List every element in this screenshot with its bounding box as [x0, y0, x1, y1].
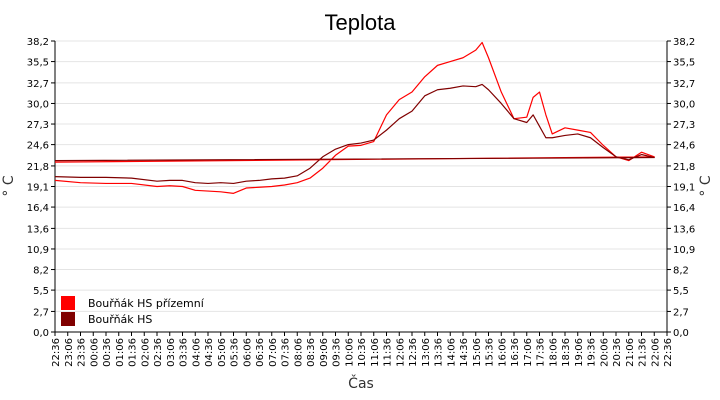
x-tick-label: 22:36 [663, 338, 674, 367]
y-axis-right: 0,0 2,7 5,5 8,2 10,9 13,6 16,4 19,1 21,8 24,6 27,3… [667, 37, 695, 339]
legend-label: Bouřňák HS [88, 313, 152, 326]
x-tick-label: 13:06 [421, 338, 432, 367]
x-tick-label: 17:06 [523, 338, 534, 367]
x-tick-label: 04:06 [191, 338, 202, 367]
y-axis-left: 0,0 2,7 5,5 8,2 10,9 13,6 16,4 19,1 21,8 24,6 27,3… [27, 37, 55, 339]
y-tick-label: 5,5 [673, 286, 689, 297]
y-axis-label-left: ° C [1, 175, 17, 196]
x-tick-label: 03:36 [179, 338, 190, 367]
y-tick-label: 13,6 [27, 224, 49, 235]
y-tick-label: 19,1 [27, 183, 49, 194]
x-tick-label: 16:06 [497, 338, 508, 367]
y-tick-label: 13,6 [673, 224, 695, 235]
plot-area [54, 40, 668, 333]
x-tick-label: 14:06 [446, 338, 457, 367]
y-tick-label: 38,2 [27, 37, 49, 48]
x-tick-label: 09:06 [319, 338, 330, 367]
y-tick-label: 21,8 [673, 162, 695, 173]
x-tick-label: 08:36 [306, 338, 317, 367]
y-tick-label: 32,7 [27, 79, 49, 90]
x-tick-label: 21:36 [638, 338, 649, 367]
x-tick-label: 07:36 [281, 338, 292, 367]
x-axis-label: Čas [348, 374, 374, 392]
x-tick-label: 01:06 [115, 338, 126, 367]
x-tick-label: 13:36 [434, 338, 445, 367]
y-tick-label: 32,7 [673, 79, 695, 90]
x-tick-label: 05:06 [217, 338, 228, 367]
x-tick-label: 06:06 [242, 338, 253, 367]
x-tick-label: 12:06 [395, 338, 406, 367]
x-tick-label: 09:36 [332, 338, 343, 367]
x-tick-label: 17:36 [536, 338, 547, 367]
x-tick-label: 00:36 [102, 338, 113, 367]
x-tick-label: 01:36 [128, 338, 139, 367]
series-line-1 [54, 41, 655, 194]
x-axis: 22:36 23:06 23:36 00:06 00:36 01:06 01:36 02:06… [51, 332, 674, 367]
x-tick-label: 02:06 [140, 338, 151, 367]
x-tick-label: 15:06 [472, 338, 483, 367]
y-tick-label: 35,5 [673, 58, 695, 69]
y-tick-label: 8,2 [673, 266, 689, 277]
legend: Bouřňák HS přízemní Bouřňák HS [61, 296, 205, 326]
x-tick-label: 22:06 [650, 338, 661, 367]
x-tick-label: 10:06 [344, 338, 355, 367]
x-tick-label: 11:06 [370, 338, 381, 367]
y-tick-label: 24,6 [673, 141, 695, 152]
y-tick-label: 2,7 [673, 307, 689, 318]
chart-title: Teplota [325, 10, 397, 35]
y-tick-label: 5,5 [33, 286, 49, 297]
y-tick-label: 16,4 [673, 203, 695, 214]
y-tick-label: 30,0 [673, 99, 695, 110]
x-tick-label: 08:06 [293, 338, 304, 367]
y-tick-label: 27,3 [27, 120, 49, 131]
x-tick-label: 22:36 [51, 338, 62, 367]
x-tick-label: 20:36 [612, 338, 623, 367]
y-tick-label: 8,2 [33, 266, 49, 277]
x-tick-label: 04:36 [204, 338, 215, 367]
x-tick-label: 07:06 [268, 338, 279, 367]
x-tick-label: 19:06 [574, 338, 585, 367]
x-tick-label: 02:36 [153, 338, 164, 367]
x-tick-label: 11:36 [383, 338, 394, 367]
legend-swatch [61, 296, 75, 310]
y-tick-label: 38,2 [673, 37, 695, 48]
y-tick-label: 2,7 [33, 307, 49, 318]
y-tick-label: 16,4 [27, 203, 49, 214]
x-tick-label: 16:36 [510, 338, 521, 367]
y-axis-label-right: ° C [698, 175, 714, 196]
x-tick-label: 05:36 [230, 338, 241, 367]
y-tick-label: 10,9 [27, 245, 49, 256]
y-tick-label: 21,8 [27, 162, 49, 173]
series-line-2 [54, 83, 655, 185]
x-tick-label: 06:36 [255, 338, 266, 367]
x-tick-label: 03:06 [166, 338, 177, 367]
y-tick-label: 30,0 [27, 99, 49, 110]
x-tick-label: 19:36 [587, 338, 598, 367]
x-tick-label: 00:06 [89, 338, 100, 367]
y-tick-label: 0,0 [673, 328, 689, 339]
y-tick-label: 0,0 [33, 328, 49, 339]
legend-label: Bouřňák HS přízemní [88, 297, 205, 310]
x-tick-label: 20:06 [599, 338, 610, 367]
y-tick-label: 27,3 [673, 120, 695, 131]
y-tick-label: 24,6 [27, 141, 49, 152]
x-tick-label: 14:36 [459, 338, 470, 367]
x-tick-label: 12:36 [408, 338, 419, 367]
legend-swatch [61, 312, 75, 326]
y-tick-label: 19,1 [673, 183, 695, 194]
y-tick-label: 35,5 [27, 58, 49, 69]
y-tick-label: 10,9 [673, 245, 695, 256]
x-tick-label: 21:06 [625, 338, 636, 367]
x-tick-label: 18:36 [561, 338, 572, 367]
x-tick-label: 10:36 [357, 338, 368, 367]
x-tick-label: 18:06 [548, 338, 559, 367]
x-tick-label: 23:36 [77, 338, 88, 367]
x-tick-label: 15:36 [485, 338, 496, 367]
x-tick-label: 23:06 [64, 338, 75, 367]
